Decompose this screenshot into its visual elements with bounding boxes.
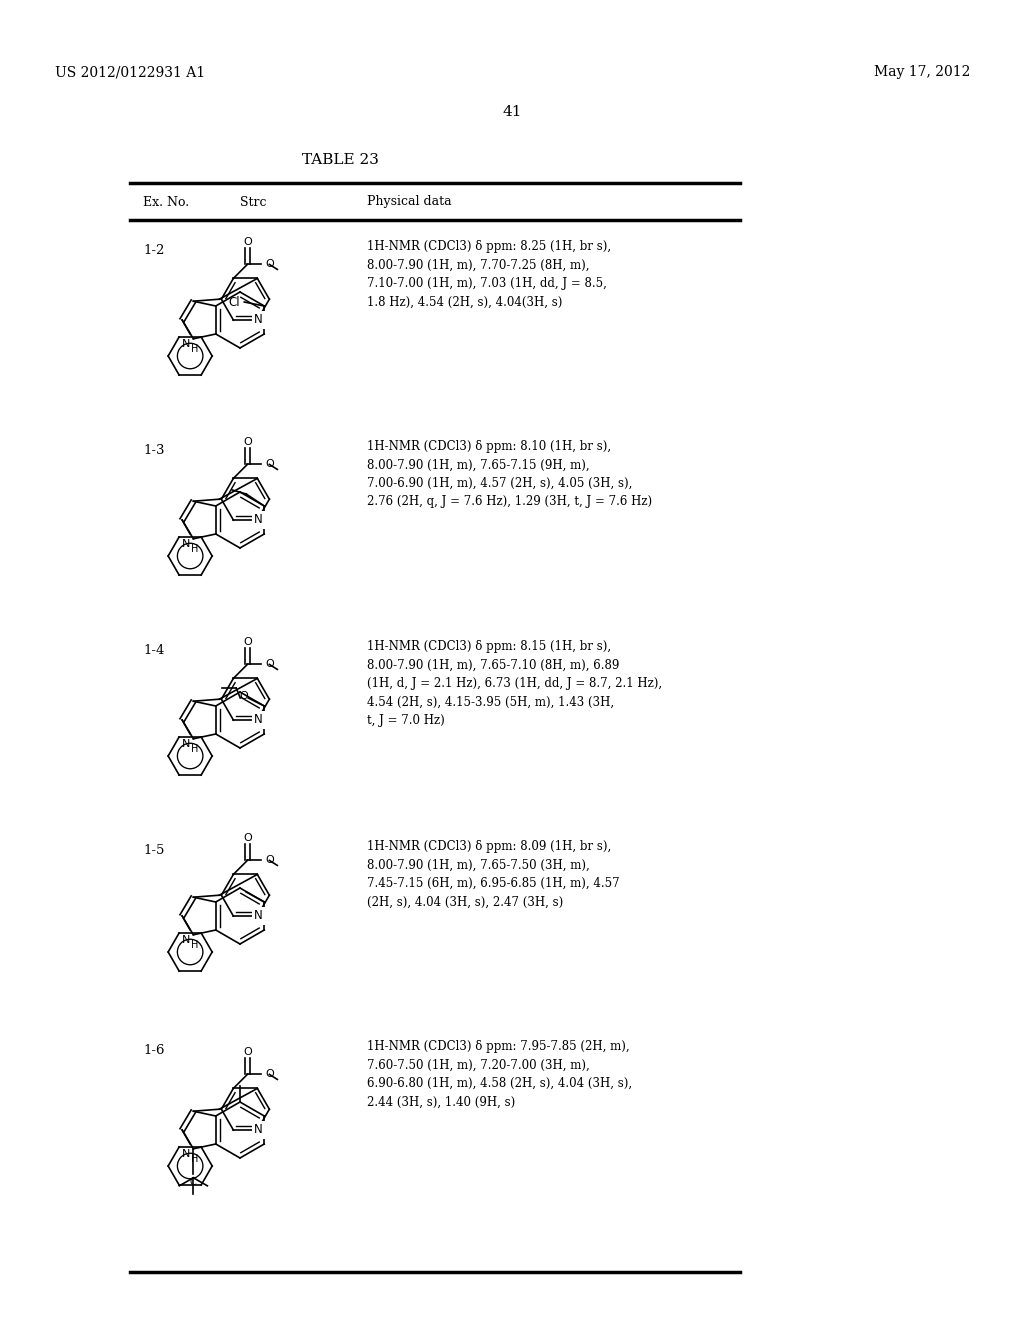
Text: O: O — [243, 1047, 252, 1057]
Text: 1-5: 1-5 — [143, 843, 165, 857]
Text: 1H-NMR (CDCl3) δ ppm: 8.15 (1H, br s),
8.00-7.90 (1H, m), 7.65-7.10 (8H, m), 6.8: 1H-NMR (CDCl3) δ ppm: 8.15 (1H, br s), 8… — [367, 640, 663, 727]
Text: H: H — [190, 1154, 198, 1164]
Text: N: N — [254, 513, 263, 527]
Text: Cl: Cl — [228, 296, 240, 309]
Text: H: H — [190, 940, 198, 950]
Text: 1H-NMR (CDCl3) δ ppm: 8.10 (1H, br s),
8.00-7.90 (1H, m), 7.65-7.15 (9H, m),
7.0: 1H-NMR (CDCl3) δ ppm: 8.10 (1H, br s), 8… — [367, 440, 652, 508]
Text: H: H — [190, 743, 198, 754]
Text: O: O — [265, 1069, 274, 1080]
Text: O: O — [265, 660, 274, 669]
Text: 1-2: 1-2 — [143, 244, 165, 257]
Text: May 17, 2012: May 17, 2012 — [873, 65, 970, 79]
Text: O: O — [243, 833, 252, 843]
Text: O: O — [265, 459, 274, 470]
Text: N: N — [182, 339, 190, 348]
Text: Physical data: Physical data — [367, 195, 452, 209]
Text: 1H-NMR (CDCl3) δ ppm: 8.09 (1H, br s),
8.00-7.90 (1H, m), 7.65-7.50 (3H, m),
7.4: 1H-NMR (CDCl3) δ ppm: 8.09 (1H, br s), 8… — [367, 840, 620, 908]
Text: N: N — [182, 539, 190, 549]
Text: TABLE 23: TABLE 23 — [301, 153, 379, 168]
Text: O: O — [240, 690, 249, 701]
Text: O: O — [265, 260, 274, 269]
Text: 1-4: 1-4 — [143, 644, 165, 657]
Text: N: N — [182, 1148, 190, 1159]
Text: US 2012/0122931 A1: US 2012/0122931 A1 — [55, 65, 205, 79]
Text: N: N — [254, 1123, 263, 1137]
Text: H: H — [190, 544, 198, 554]
Text: N: N — [254, 313, 263, 326]
Text: 1H-NMR (CDCl3) δ ppm: 8.25 (1H, br s),
8.00-7.90 (1H, m), 7.70-7.25 (8H, m),
7.1: 1H-NMR (CDCl3) δ ppm: 8.25 (1H, br s), 8… — [367, 240, 611, 309]
Text: N: N — [182, 935, 190, 945]
Text: N: N — [254, 714, 263, 726]
Text: 1-6: 1-6 — [143, 1044, 165, 1057]
Text: O: O — [243, 238, 252, 247]
Text: 41: 41 — [502, 106, 522, 119]
Text: 1H-NMR (CDCl3) δ ppm: 7.95-7.85 (2H, m),
7.60-7.50 (1H, m), 7.20-7.00 (3H, m),
6: 1H-NMR (CDCl3) δ ppm: 7.95-7.85 (2H, m),… — [367, 1040, 632, 1109]
Text: 1-3: 1-3 — [143, 444, 165, 457]
Text: N: N — [254, 909, 263, 923]
Text: O: O — [265, 855, 274, 866]
Text: O: O — [243, 437, 252, 447]
Text: Ex. No.: Ex. No. — [143, 195, 189, 209]
Text: Strc: Strc — [240, 195, 266, 209]
Text: H: H — [190, 343, 198, 354]
Text: N: N — [182, 739, 190, 748]
Text: C: C — [190, 1177, 197, 1187]
Text: O: O — [243, 638, 252, 647]
